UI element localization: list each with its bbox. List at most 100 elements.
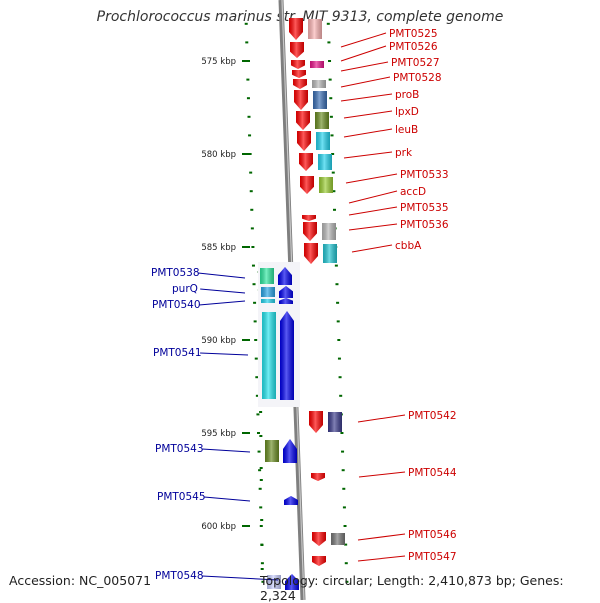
minor-tick xyxy=(258,487,262,490)
forward-gene-label: accD xyxy=(400,186,426,198)
forward-gene-arrow-shine xyxy=(296,111,310,130)
forward-gene-label: prk xyxy=(395,147,413,159)
minor-tick xyxy=(329,97,333,100)
gene-function-block-shine xyxy=(308,19,322,39)
forward-label-leader xyxy=(348,206,398,216)
minor-tick xyxy=(248,134,252,137)
forward-label-leader xyxy=(340,93,393,102)
minor-tick xyxy=(256,432,260,434)
reverse-gene-arrow-shine xyxy=(285,574,299,590)
minor-tick xyxy=(331,171,335,174)
reverse-gene-label: PMT0545 xyxy=(157,491,206,503)
minor-tick xyxy=(327,41,331,44)
reverse-label-leader xyxy=(200,288,246,294)
forward-label-leader xyxy=(357,414,406,423)
scale-label: 590 kbp xyxy=(201,336,236,346)
minor-tick xyxy=(345,580,349,583)
minor-tick xyxy=(331,153,335,155)
reverse-label-leader xyxy=(204,496,251,502)
minor-tick xyxy=(344,562,348,565)
forward-label-leader xyxy=(343,128,393,138)
reverse-gene-arrow-shine xyxy=(279,298,293,304)
track-tick xyxy=(260,568,264,570)
gene-function-block-shine xyxy=(261,299,275,303)
minor-tick xyxy=(253,320,257,323)
forward-gene-label: proB xyxy=(395,89,419,101)
minor-tick xyxy=(249,190,253,193)
forward-gene-arrow-shine xyxy=(312,532,326,546)
forward-gene-label: PMT0547 xyxy=(408,551,457,563)
gene-function-block-shine xyxy=(318,154,332,170)
forward-label-leader xyxy=(348,223,398,231)
minor-tick xyxy=(260,562,264,565)
forward-gene-label: leuB xyxy=(395,124,418,136)
forward-gene-label: PMT0527 xyxy=(391,57,440,69)
minor-tick xyxy=(328,78,332,81)
reverse-gene-label: PMT0548 xyxy=(155,570,204,582)
gene-function-block-shine xyxy=(260,268,274,284)
scale-label: 595 kbp xyxy=(201,429,236,439)
forward-gene-arrow-shine xyxy=(292,70,306,78)
minor-tick xyxy=(249,171,253,174)
gene-function-block-shine xyxy=(312,80,326,88)
forward-gene-arrow-shine xyxy=(290,42,304,58)
gene-function-block-shine xyxy=(313,91,327,109)
track-tick xyxy=(259,411,263,413)
forward-label-leader xyxy=(340,45,387,62)
minor-tick xyxy=(336,301,340,304)
reverse-gene-label: PMT0540 xyxy=(152,299,201,311)
forward-gene-arrow-shine xyxy=(299,153,313,171)
minor-tick xyxy=(247,115,251,118)
forward-label-leader xyxy=(357,533,406,541)
forward-gene-arrow-shine xyxy=(304,243,318,264)
minor-tick xyxy=(256,413,260,416)
minor-tick xyxy=(341,469,345,472)
forward-gene-arrow-shine xyxy=(309,411,323,433)
gene-function-block-shine xyxy=(310,61,324,68)
forward-gene-label: PMT0536 xyxy=(400,219,449,231)
minor-tick xyxy=(332,190,336,193)
scale-label: 585 kbp xyxy=(201,243,236,253)
minor-tick xyxy=(261,580,265,583)
minor-tick xyxy=(252,283,256,286)
minor-tick xyxy=(344,543,348,546)
forward-gene-label: PMT0526 xyxy=(389,41,438,53)
minor-tick xyxy=(245,41,249,44)
reverse-gene-label: purQ xyxy=(172,283,198,295)
forward-gene-label: PMT0528 xyxy=(393,72,442,84)
minor-tick xyxy=(259,525,263,527)
minor-tick xyxy=(248,153,252,155)
forward-gene-label: cbbA xyxy=(395,240,422,252)
forward-label-leader xyxy=(343,110,393,119)
gene-function-block-shine xyxy=(319,177,333,193)
track-tick xyxy=(260,519,264,521)
scale-label: 575 kbp xyxy=(201,57,236,67)
minor-tick xyxy=(332,208,336,211)
forward-label-leader xyxy=(351,244,393,253)
track-tick xyxy=(260,544,264,546)
forward-gene-label: PMT0542 xyxy=(408,410,457,422)
forward-gene-arrow-shine xyxy=(291,60,305,69)
forward-label-leader xyxy=(340,32,387,48)
gene-features xyxy=(260,18,345,590)
reverse-gene-arrow-shine xyxy=(279,286,293,298)
minor-tick xyxy=(250,208,254,211)
track-tick xyxy=(259,479,263,481)
reverse-label-leader xyxy=(198,272,246,279)
scale-label: 580 kbp xyxy=(201,150,236,160)
gene-function-block-shine xyxy=(265,440,279,462)
forward-label-leader xyxy=(345,173,398,184)
scale-ticks: 575 kbp 580 kbp 585 kbp 590 kbp 595 kbp 600 k… xyxy=(201,22,349,583)
reverse-gene-arrow-shine xyxy=(280,311,294,400)
minor-tick xyxy=(342,506,346,509)
minor-tick xyxy=(244,22,248,25)
map-title: Prochlorococcus marinus str. MIT 9313, c… xyxy=(96,9,504,25)
forward-gene-arrow-shine xyxy=(311,473,325,481)
minor-tick xyxy=(330,134,334,137)
forward-gene-arrow-shine xyxy=(312,556,326,566)
reverse-label-leader xyxy=(200,352,249,356)
forward-gene-arrow-shine xyxy=(303,222,317,241)
forward-gene-label: PMT0546 xyxy=(408,529,457,541)
